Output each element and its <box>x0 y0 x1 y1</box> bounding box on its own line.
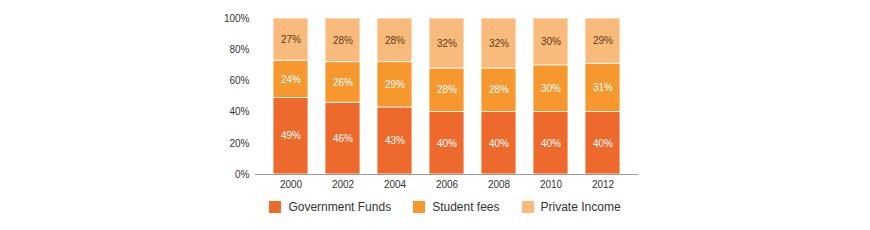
svg-text:60%: 60% <box>229 75 249 86</box>
svg-text:2008: 2008 <box>488 179 511 190</box>
html-text:Private Income: Private Income <box>540 200 621 214</box>
svg-text:2006: 2006 <box>436 179 459 190</box>
html-text:Student fees: Student fees <box>432 200 500 214</box>
svg-text:30%: 30% <box>541 36 561 47</box>
svg-text:80%: 80% <box>229 44 249 55</box>
svg-text:2002: 2002 <box>332 179 355 190</box>
svg-text:49%: 49% <box>281 130 301 141</box>
svg-text:40%: 40% <box>541 138 561 149</box>
html-text:Government Funds: Government Funds <box>288 200 392 214</box>
svg-text:2004: 2004 <box>384 179 407 190</box>
svg-text:0%: 0% <box>235 169 250 180</box>
svg-text:40%: 40% <box>229 106 249 117</box>
svg-text:27%: 27% <box>281 34 301 45</box>
svg-text:28%: 28% <box>333 35 353 46</box>
svg-text:40%: 40% <box>437 138 457 149</box>
svg-text:30%: 30% <box>541 83 561 94</box>
svg-text:20%: 20% <box>229 138 249 149</box>
svg-text:43%: 43% <box>385 135 405 146</box>
svg-text:28%: 28% <box>437 84 457 95</box>
svg-text:2012: 2012 <box>592 179 615 190</box>
svg-text:32%: 32% <box>489 38 509 49</box>
svg-text:28%: 28% <box>489 84 509 95</box>
svg-text:29%: 29% <box>593 35 613 46</box>
svg-text:26%: 26% <box>333 77 353 88</box>
svg-text:29%: 29% <box>385 79 405 90</box>
svg-text:32%: 32% <box>437 38 457 49</box>
svg-text:28%: 28% <box>385 35 405 46</box>
svg-text:31%: 31% <box>593 82 613 93</box>
svg-text:2000: 2000 <box>280 179 303 190</box>
svg-text:2010: 2010 <box>540 179 563 190</box>
svg-text:40%: 40% <box>593 138 613 149</box>
svg-text:24%: 24% <box>281 74 301 85</box>
svg-text:40%: 40% <box>489 138 509 149</box>
svg-text:46%: 46% <box>333 133 353 144</box>
svg-text:100%: 100% <box>224 13 250 24</box>
